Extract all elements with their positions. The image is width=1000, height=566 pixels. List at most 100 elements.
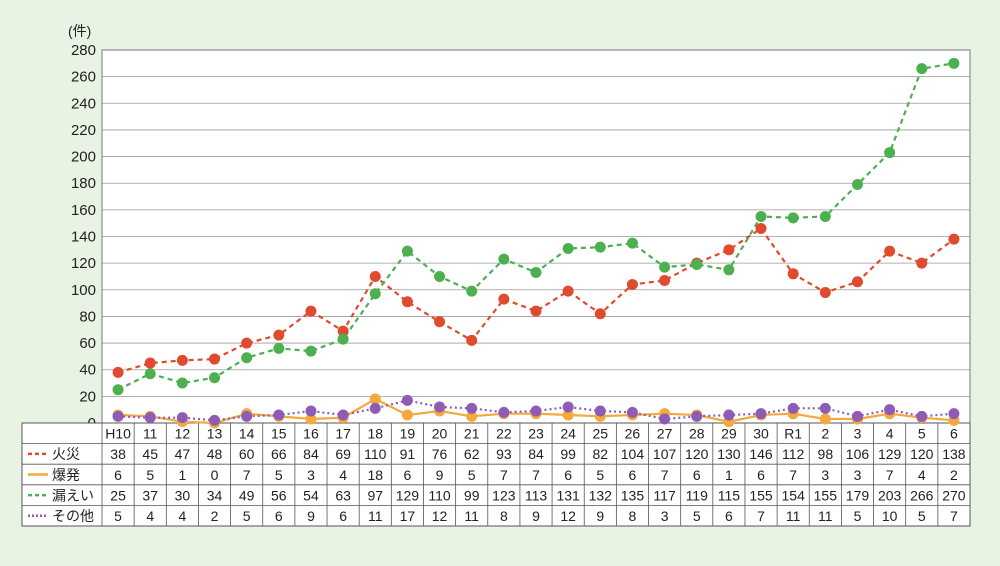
table-cell-value: 62 (464, 446, 480, 462)
table-cell-value: 6 (693, 467, 701, 483)
table-cell-value: 5 (146, 467, 154, 483)
table-cell-value: 270 (942, 487, 966, 503)
x-category-label: 18 (367, 426, 383, 442)
data-point (112, 366, 124, 378)
table-cell-value: 123 (492, 487, 516, 503)
x-category-label: 30 (753, 426, 769, 442)
table-cell-value: 3 (307, 467, 315, 483)
table-cell-value: 110 (364, 446, 387, 462)
table-cell-value: 47 (175, 446, 191, 462)
table-cell-value: 97 (367, 487, 383, 503)
table-cell-value: 2 (950, 467, 958, 483)
data-point (851, 276, 863, 288)
legend-label: その他 (52, 508, 94, 524)
data-point (401, 296, 413, 308)
table-cell-value: 117 (653, 487, 676, 503)
table-cell-value: 11 (464, 508, 479, 524)
table-cell-value: 12 (432, 508, 448, 524)
table-cell-value: 49 (239, 487, 255, 503)
data-point (884, 245, 896, 257)
data-point (369, 288, 381, 300)
x-category-label: 2 (821, 426, 829, 442)
x-category-label: 3 (854, 426, 862, 442)
table-cell-value: 113 (525, 487, 548, 503)
y-tick-label: 140 (71, 229, 96, 246)
table-cell-value: 120 (910, 446, 934, 462)
table-cell-value: 82 (593, 446, 609, 462)
x-category-label: 20 (432, 426, 448, 442)
table-cell-value: 5 (114, 508, 122, 524)
data-point (305, 405, 317, 417)
data-point (562, 242, 574, 254)
data-point (723, 409, 735, 421)
table-cell-value: 138 (942, 446, 966, 462)
table-cell-value: 6 (404, 467, 412, 483)
data-point (176, 354, 188, 366)
x-category-label: 23 (528, 426, 544, 442)
data-point (273, 329, 285, 341)
data-point (498, 406, 510, 418)
series-line (117, 226, 955, 374)
table-cell-value: 6 (564, 467, 572, 483)
table-cell-value: 7 (500, 467, 508, 483)
table-cell-value: 6 (114, 467, 122, 483)
table-cell-value: 63 (335, 487, 351, 503)
table-cell-value: 110 (428, 487, 451, 503)
data-point (466, 334, 478, 346)
x-category-label: 29 (721, 426, 737, 442)
table-cell-value: 179 (846, 487, 870, 503)
data-point (337, 409, 349, 421)
data-point (819, 286, 831, 298)
table-cell-value: 98 (818, 446, 834, 462)
data-point (819, 402, 831, 414)
data-point (659, 274, 671, 286)
data-point (562, 409, 574, 421)
table-cell-value: 5 (468, 467, 476, 483)
data-point (723, 244, 735, 256)
x-category-label: R1 (784, 426, 802, 442)
data-point (498, 253, 510, 265)
data-point (884, 404, 896, 416)
data-point (755, 223, 767, 235)
x-category-label: 26 (625, 426, 641, 442)
x-category-label: 11 (143, 426, 158, 442)
y-axis-ticks: 020406080100120140160180200220240260280 (71, 42, 96, 432)
data-point (466, 410, 478, 422)
x-category-label: 12 (175, 426, 191, 442)
table-cell-value: 25 (110, 487, 126, 503)
x-category-label: 16 (303, 426, 319, 442)
table-cell-value: 131 (556, 487, 580, 503)
data-point (273, 342, 285, 354)
data-point (755, 211, 767, 223)
table-cell-value: 37 (142, 487, 158, 503)
data-point (916, 410, 928, 422)
table-cell-value: 7 (886, 467, 894, 483)
table-cell-value: 266 (910, 487, 934, 503)
table-cell-value: 106 (846, 446, 870, 462)
table-cell-value: 154 (782, 487, 806, 503)
table-cell-value: 4 (339, 467, 347, 483)
table-cell-value: 60 (239, 446, 255, 462)
table-cell-value: 93 (496, 446, 512, 462)
data-point (176, 412, 188, 424)
table-cell-value: 135 (621, 487, 645, 503)
data-point (787, 212, 799, 224)
data-point (562, 401, 574, 413)
data-point (659, 261, 671, 273)
data-point (530, 266, 542, 278)
data-point (305, 305, 317, 317)
table-cell-value: 99 (464, 487, 480, 503)
y-tick-label: 240 (71, 95, 96, 112)
x-category-label: 25 (593, 426, 609, 442)
data-point (337, 333, 349, 345)
x-category-label: 5 (918, 426, 926, 442)
table-cell-value: 91 (400, 446, 416, 462)
data-point (401, 245, 413, 257)
data-point (112, 384, 124, 396)
table-cell-value: 129 (396, 487, 420, 503)
table-cell-value: 7 (789, 467, 797, 483)
x-category-label: 17 (335, 426, 351, 442)
table-cell-value: 8 (500, 508, 508, 524)
y-tick-label: 100 (71, 282, 96, 299)
gridlines (101, 49, 971, 424)
